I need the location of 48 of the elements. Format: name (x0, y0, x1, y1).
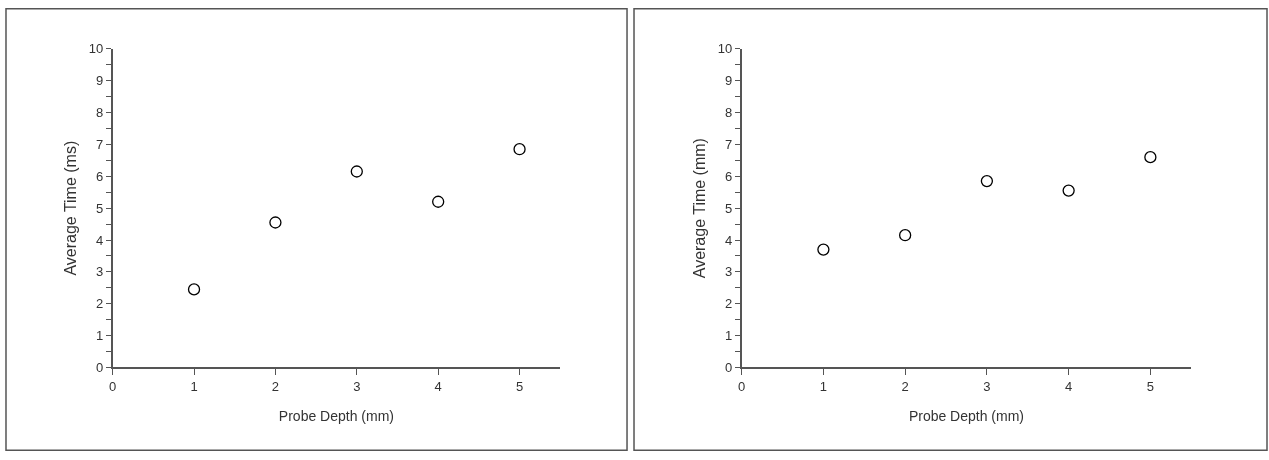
x-tick-label: 0 (738, 378, 746, 394)
x-tick-label: 1 (190, 378, 198, 394)
point (187, 283, 201, 296)
x-tick-label: 2 (271, 378, 280, 394)
x-tick-label: 0 (109, 378, 117, 394)
y-tick-label: 6 (725, 168, 733, 184)
point (350, 165, 363, 178)
x-axis-title: Probe Depth (mm) (278, 407, 395, 424)
point (980, 174, 994, 188)
x-tick-label: 1 (819, 378, 828, 394)
x-tick-label: 4 (434, 378, 442, 394)
y-tick-label: 7 (725, 136, 733, 152)
y-tick-label: 0 (725, 360, 733, 375)
x-tick-label: 5 (1146, 378, 1154, 394)
point (899, 229, 912, 242)
y-tick-label: 6 (96, 168, 104, 184)
y-tick-label: 9 (725, 73, 733, 89)
x-tick-label: 3 (983, 378, 991, 394)
x-tick-label: 2 (901, 378, 909, 394)
y-tick-label: 1 (725, 328, 733, 344)
y-tick-label: 4 (96, 232, 104, 248)
y-tick-label: 5 (96, 200, 104, 216)
point (1062, 184, 1075, 197)
y-tick-label: 9 (96, 73, 104, 89)
point (1144, 151, 1157, 164)
y-axis-title: Average Time (mm) (691, 138, 709, 279)
y-tick-label: 0 (96, 360, 104, 375)
point (269, 216, 282, 229)
y-tick-label: 5 (725, 200, 733, 216)
y-tick-label: 2 (725, 296, 733, 312)
y-tick-label: 2 (96, 296, 104, 312)
y-tick-label: 1 (96, 328, 104, 344)
y-tick-label: 3 (725, 264, 733, 280)
y-tick-label: 8 (96, 105, 104, 121)
y-tick-label: 10 (717, 41, 733, 57)
y-axis-title: Average Time (ms) (62, 140, 80, 276)
x-tick-label: 4 (1065, 378, 1073, 394)
y-tick-label: 8 (725, 105, 733, 121)
point (817, 243, 830, 256)
y-tick-label: 3 (96, 264, 104, 280)
x-tick-label: 3 (353, 378, 361, 394)
x-axis-title: Probe Depth (mm) (908, 407, 1025, 424)
y-tick-label: 4 (725, 232, 733, 248)
y-tick-label: 7 (96, 136, 104, 152)
y-tick-label: 10 (88, 41, 104, 57)
x-tick-label: 5 (515, 378, 524, 394)
point (513, 143, 526, 156)
point (432, 195, 445, 208)
